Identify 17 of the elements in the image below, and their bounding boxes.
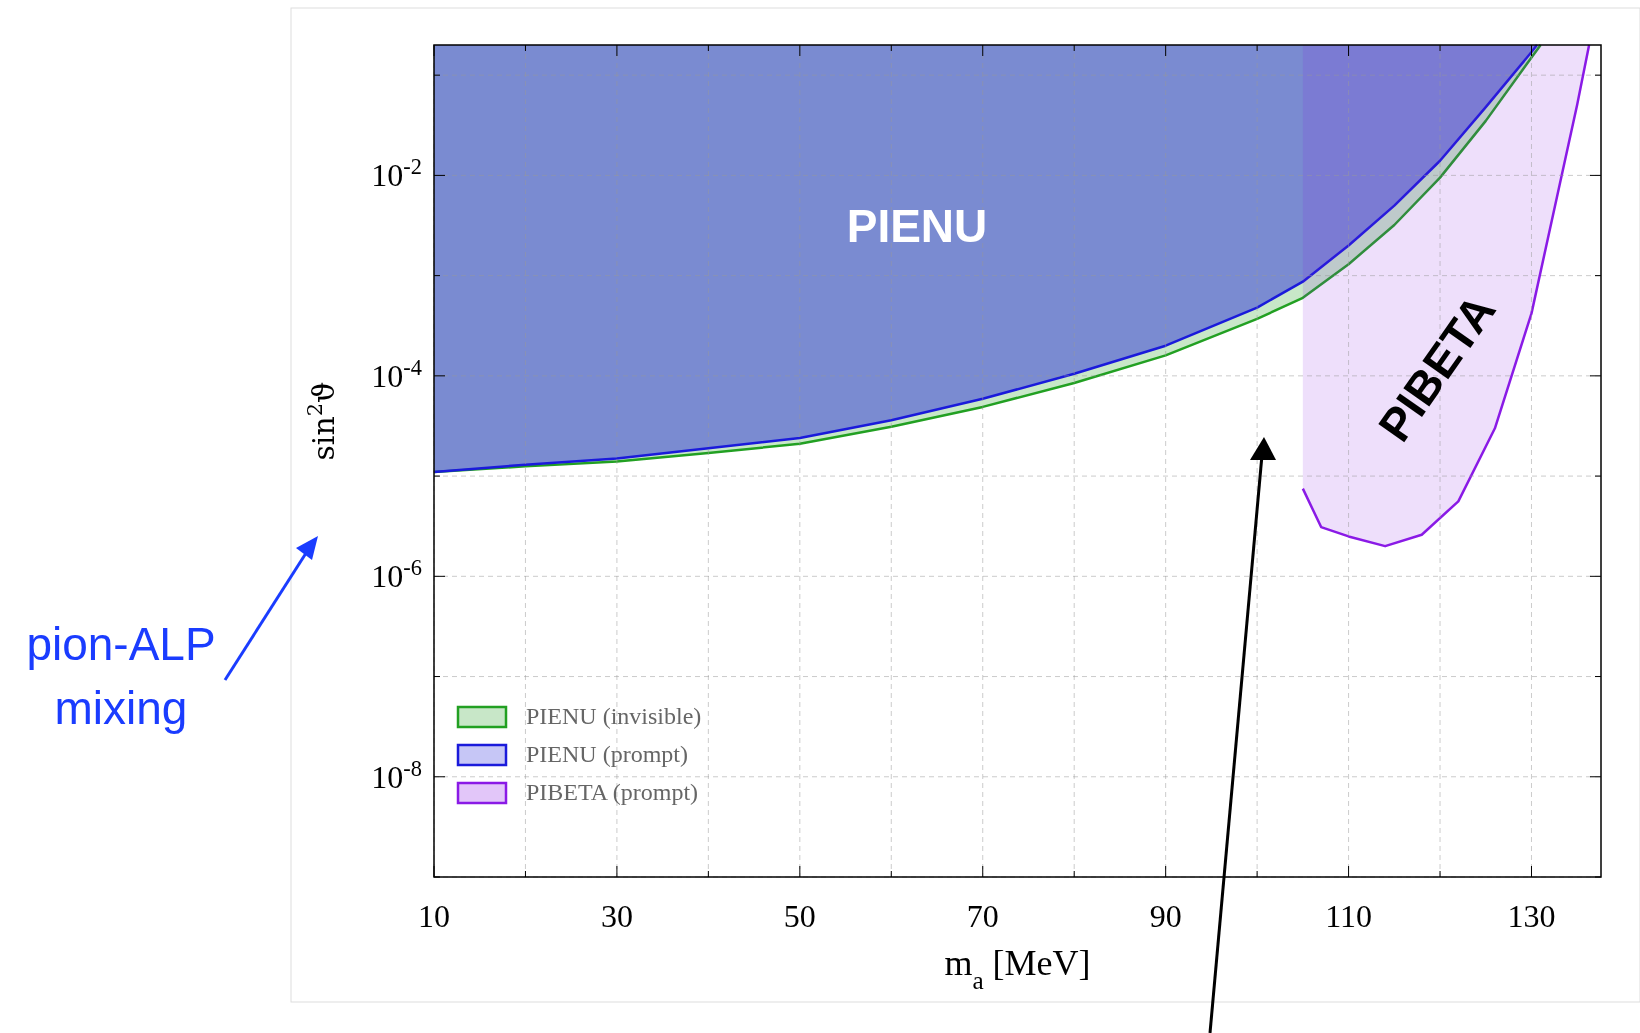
x-tick-label: 110 [1325,898,1372,934]
y-tick-label: 10$^{-8}$ [371,755,422,795]
y-tick-label: 10$^{-2}$ [371,153,422,194]
y-tick-label: 10$^{-4}$ [371,354,422,394]
y-tick-label: 10$^{-6}$ [371,554,422,595]
x-tick-label: 90 [1149,898,1182,934]
x-axis-title: m$_{a}$ [MeV] [944,943,1091,994]
x-tick-label: 130 [1507,898,1556,934]
x-tick-label: 30 [600,898,633,934]
legend-label: PIENU (prompt) [526,741,688,767]
x-tick-label: 10 [418,898,450,934]
legend-label: PIENU (invisible) [526,703,702,729]
annotation: PIENU [846,200,988,253]
x-tick-label: 70 [966,898,999,934]
legend-label: PIBETA (prompt) [526,779,699,805]
x-tick-label: 50 [783,898,816,934]
text: pion-ALP mixing [26,618,216,734]
